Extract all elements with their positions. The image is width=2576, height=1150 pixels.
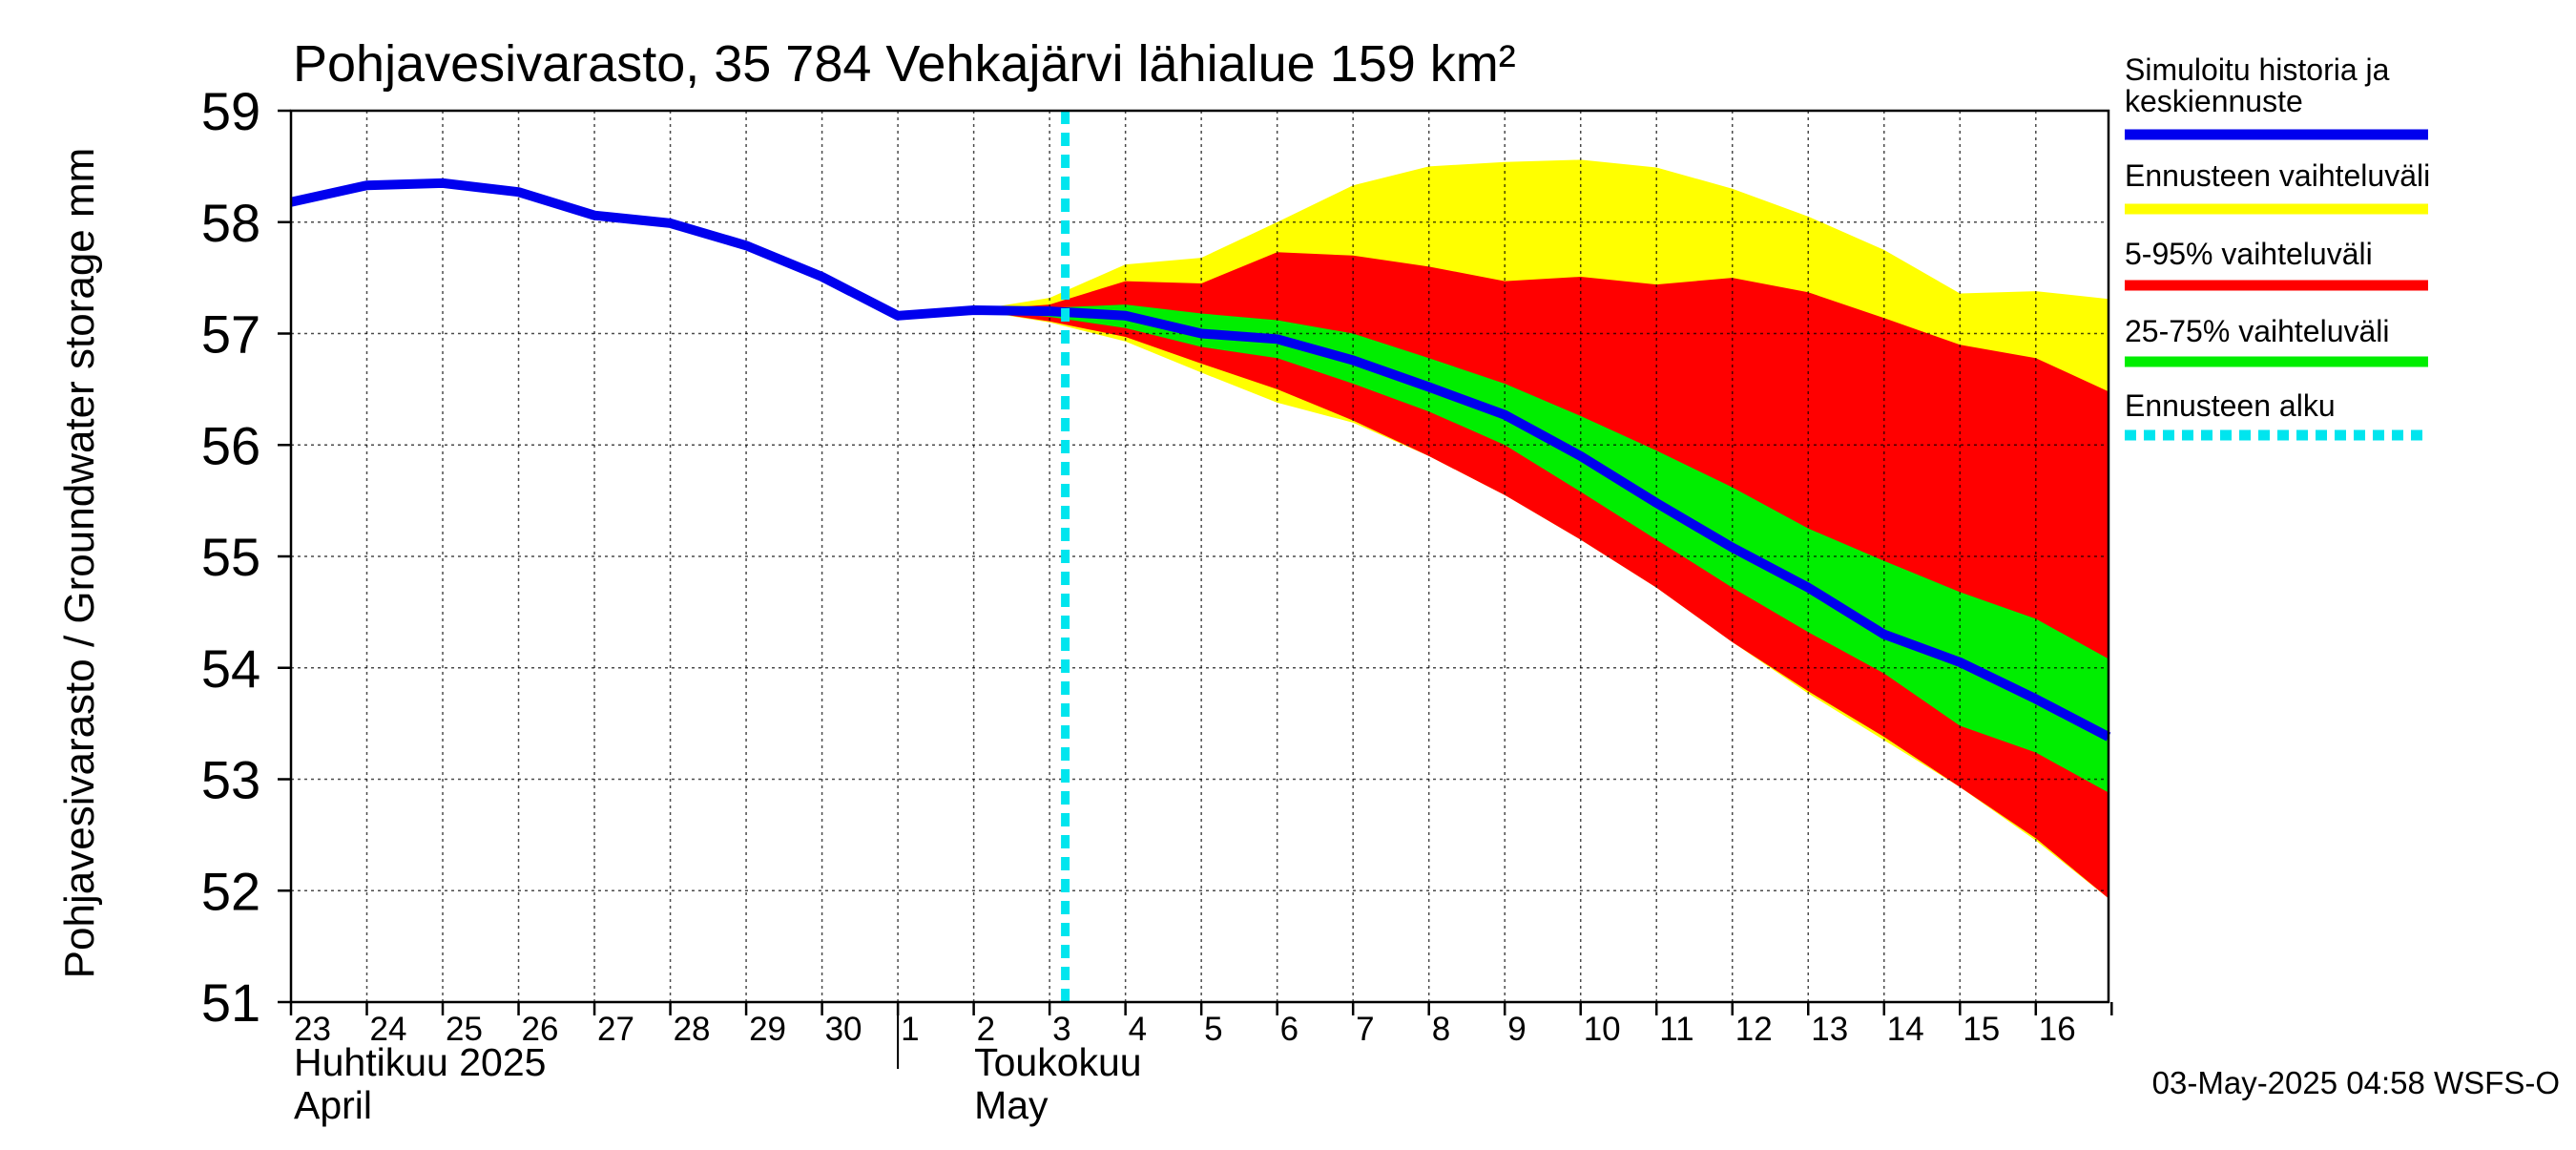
y-tick-label: 53 <box>201 750 260 810</box>
x-tick-label: 23 <box>294 1011 331 1048</box>
x-tick-label: 28 <box>674 1011 711 1048</box>
legend-label: 5-95% vaihteluväli <box>2125 237 2373 271</box>
chart-title: Pohjavesivarasto, 35 784 Vehkajärvi lähi… <box>293 35 1516 93</box>
x-tick-label: 14 <box>1887 1011 1924 1048</box>
x-tick-label: 25 <box>446 1011 483 1048</box>
y-tick-label: 57 <box>201 304 260 365</box>
history-line <box>289 178 1050 321</box>
band-25-75 <box>973 304 2109 793</box>
y-tick-label: 56 <box>201 415 260 475</box>
y-axis-label: Pohjavesivarasto / Groundwater storage m… <box>56 148 103 979</box>
legend-label-line2: keskiennuste <box>2125 84 2303 118</box>
month-label-en: April <box>294 1083 372 1127</box>
x-tick-label: 2 <box>977 1011 995 1048</box>
legend-label: Ennusteen vaihteluväli <box>2125 158 2430 193</box>
x-tick-label: 3 <box>1052 1011 1070 1048</box>
x-tick-label: 11 <box>1659 1011 1693 1048</box>
x-tick-label: 5 <box>1204 1011 1222 1048</box>
x-tick-label: 9 <box>1507 1011 1526 1048</box>
y-tick-label: 55 <box>201 527 260 587</box>
x-tick-label: 30 <box>825 1011 862 1048</box>
legend-label-line1: Simuloitu historia ja <box>2125 52 2390 87</box>
plot-area <box>289 111 2111 1002</box>
forecast-median-line <box>1049 306 2111 742</box>
x-tick-label: 8 <box>1432 1011 1450 1048</box>
x-tick-label: 10 <box>1584 1011 1621 1048</box>
x-tick-label: 15 <box>1963 1011 2000 1048</box>
x-tick-label: 7 <box>1356 1011 1374 1048</box>
legend-label: Ennusteen alku <box>2125 388 2336 423</box>
footer-timestamp: 03-May-2025 04:58 WSFS-O <box>2152 1065 2560 1100</box>
y-tick-label: 52 <box>201 861 260 921</box>
x-tick-label: 6 <box>1280 1011 1298 1048</box>
legend-label: 25-75% vaihteluväli <box>2125 314 2390 348</box>
y-tick-label: 54 <box>201 638 260 699</box>
month-label-fi: Huhtikuu 2025 <box>294 1040 546 1084</box>
x-tick-label: 27 <box>597 1011 634 1048</box>
x-tick-label: 29 <box>749 1011 786 1048</box>
x-tick-label: 4 <box>1129 1011 1147 1048</box>
month-label-en: May <box>974 1083 1049 1127</box>
month-label-fi: Toukokuu <box>974 1040 1142 1084</box>
x-tick-label: 24 <box>370 1011 407 1048</box>
y-tick-label: 51 <box>201 972 260 1033</box>
x-tick-label: 16 <box>2039 1011 2076 1048</box>
x-tick-label: 1 <box>901 1011 919 1048</box>
x-tick-label: 13 <box>1811 1011 1848 1048</box>
band-5-95 <box>973 252 2109 899</box>
y-tick-label: 58 <box>201 193 260 253</box>
x-tick-label: 26 <box>522 1011 559 1048</box>
y-tick-label: 59 <box>201 81 260 141</box>
x-tick-label: 12 <box>1735 1011 1773 1048</box>
